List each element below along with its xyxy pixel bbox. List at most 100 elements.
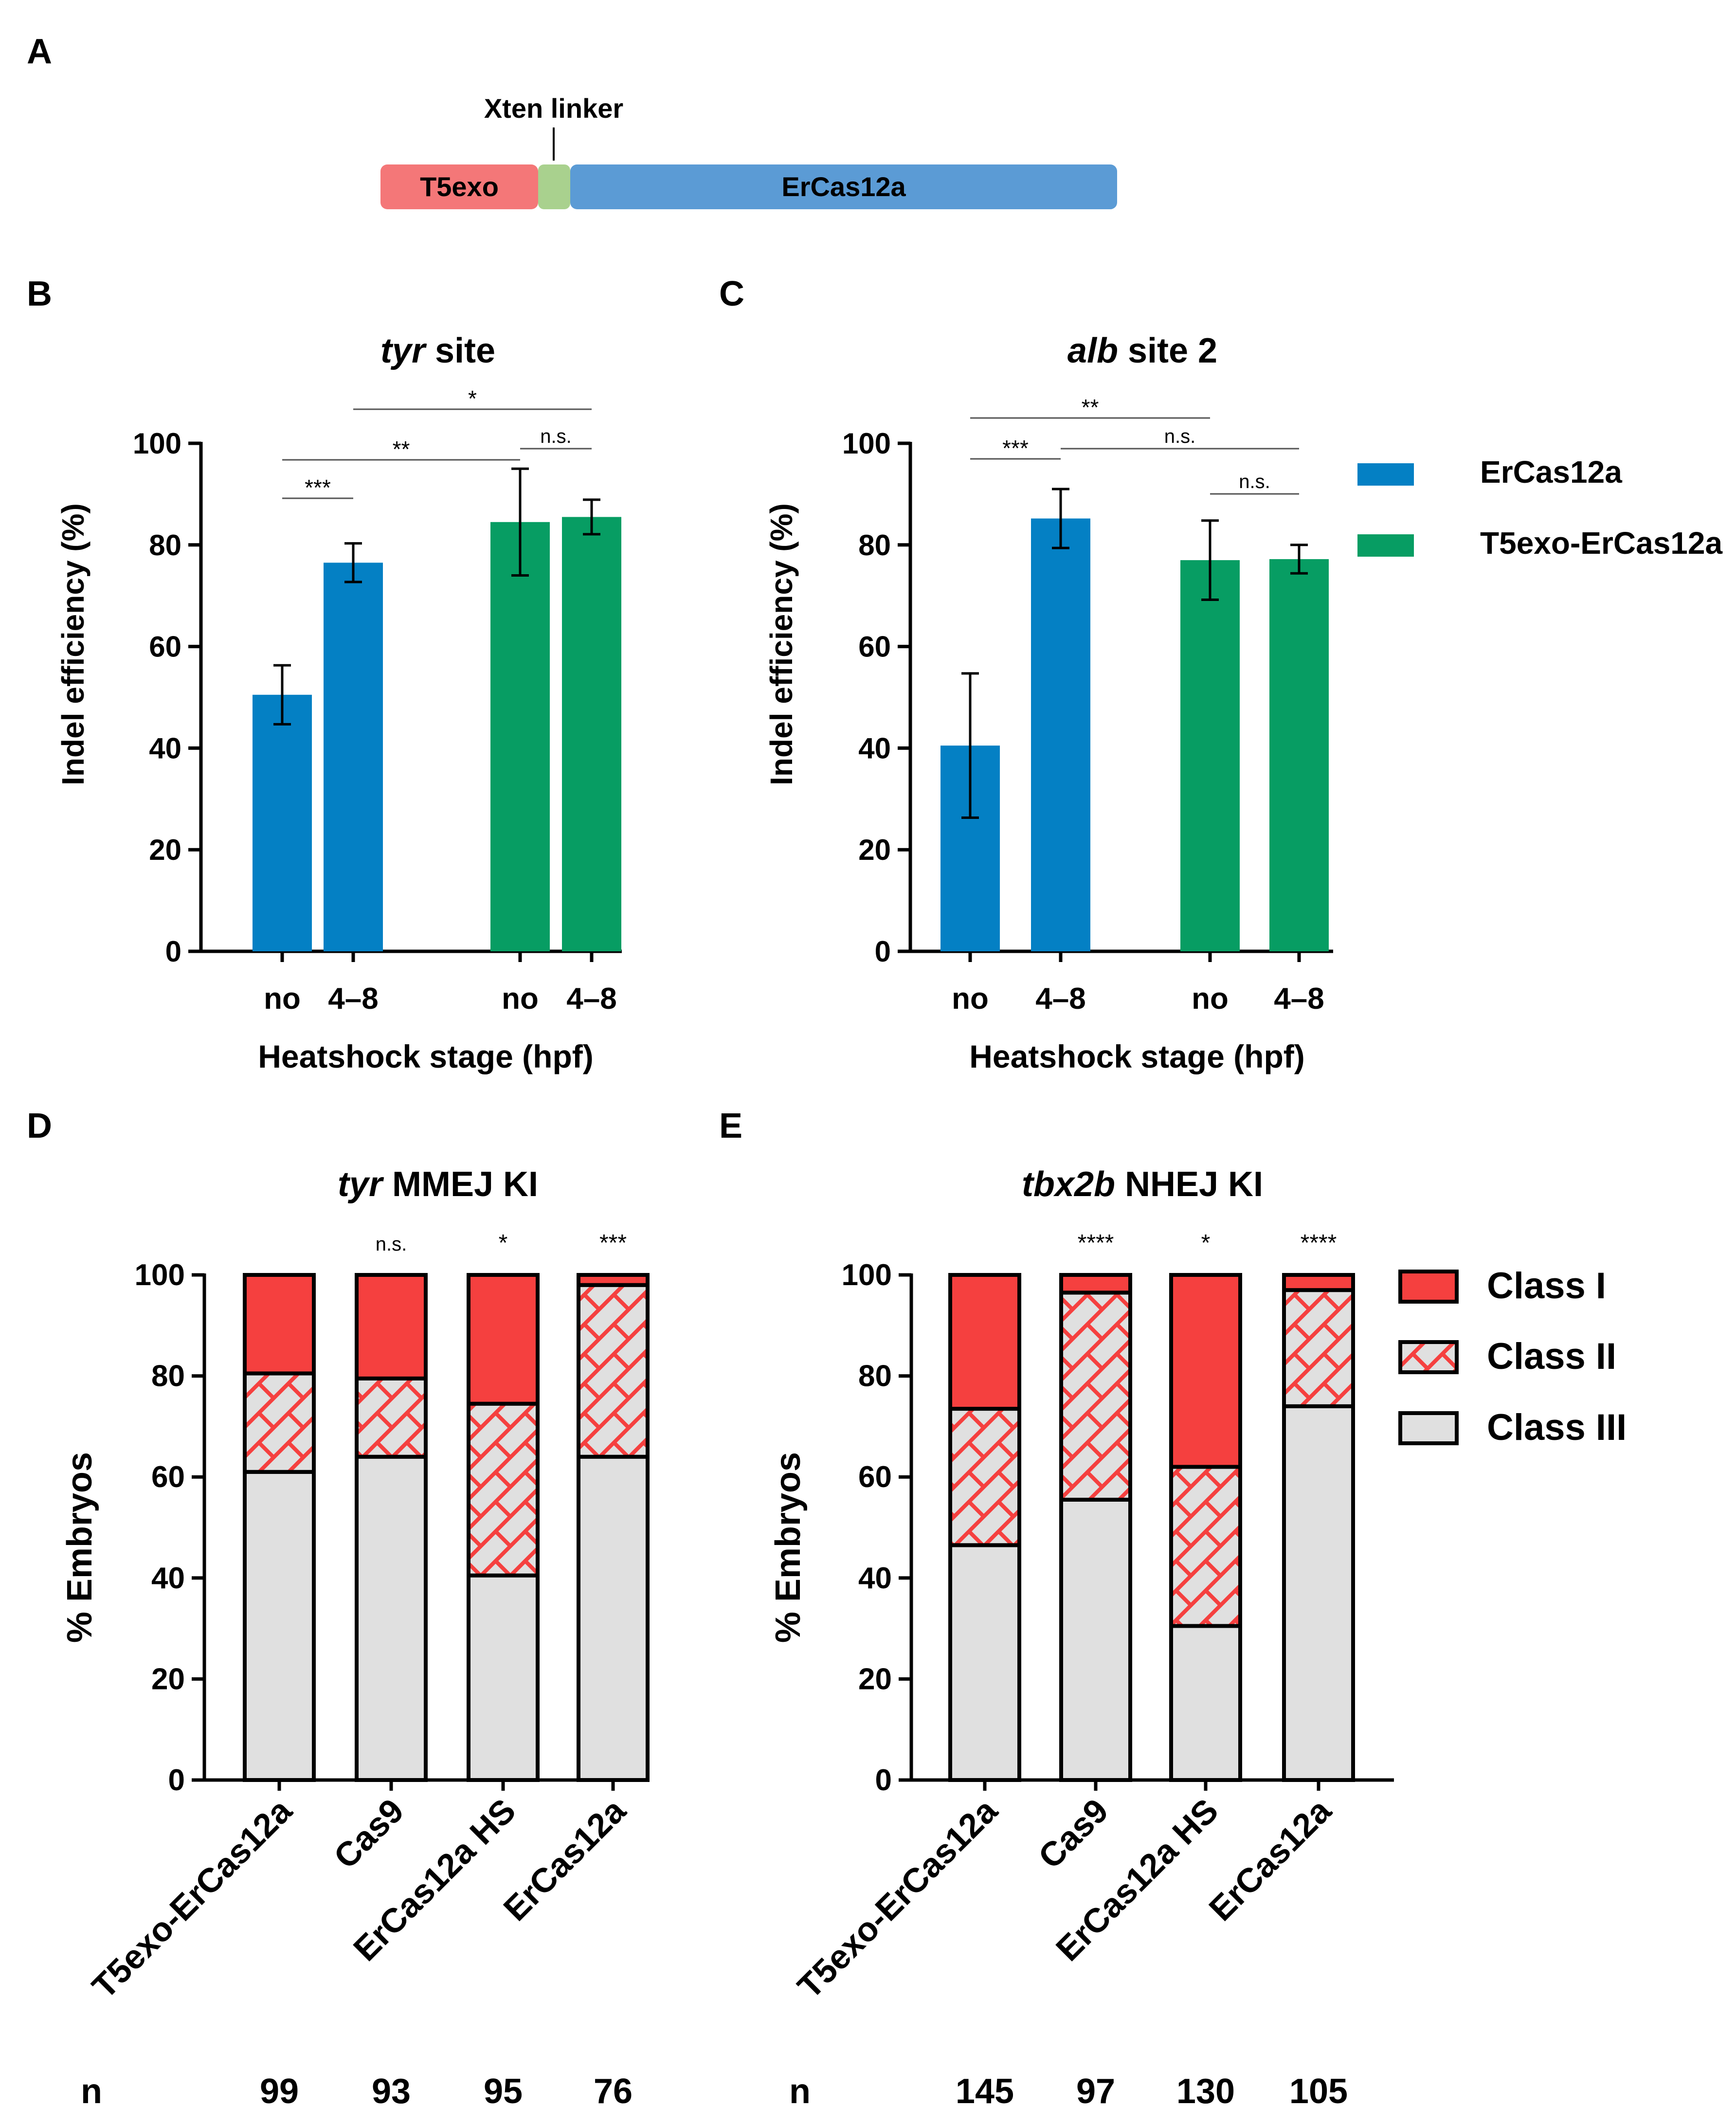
stacked-segment-class-ii	[1282, 1288, 1355, 1408]
stacked-segment-class-ii	[243, 1371, 316, 1474]
significance-label: n.s.	[1239, 471, 1270, 492]
significance-label: ****	[1078, 1230, 1114, 1256]
significance-label: ****	[1301, 1230, 1337, 1256]
n-label: n	[81, 2072, 102, 2111]
chart-title-italic: tyr	[338, 1165, 384, 1204]
y-tick-label: 100	[842, 427, 891, 460]
y-tick-label: 40	[151, 1562, 185, 1595]
y-axis-label: % Embryos	[769, 1452, 808, 1643]
n-value: 130	[1176, 2072, 1235, 2111]
bar	[1269, 559, 1329, 951]
chart-title: alb site 2	[1067, 331, 1217, 370]
stacked-segment-class-ii	[1169, 1465, 1242, 1628]
stacked-segment-class-i	[355, 1273, 428, 1381]
bar	[562, 517, 621, 951]
y-tick-label: 100	[135, 1258, 185, 1292]
legend-swatch-class-i	[1398, 1270, 1459, 1304]
y-tick-label: 20	[151, 1662, 185, 1696]
t5exo-domain-label: T5exo	[420, 171, 499, 202]
x-tick-label: T5exo-ErCas12a	[85, 1791, 299, 2006]
y-tick-label: 20	[149, 834, 181, 866]
chart-title-italic: tyr	[380, 331, 427, 370]
stacked-segment-class-iii	[467, 1573, 540, 1782]
legend-swatch-ercas12a	[1357, 463, 1414, 486]
significance-label: **	[393, 436, 410, 462]
y-tick-label: 80	[858, 1360, 892, 1393]
stacked-segment-class-iii	[1282, 1404, 1355, 1782]
x-tick-label: ErCas12a	[1202, 1791, 1339, 1928]
x-axis-label: Heatshock stage (hpf)	[258, 1038, 593, 1074]
bar	[1180, 560, 1240, 951]
x-tick-label: 4–8	[1274, 982, 1324, 1016]
y-axis-label: Indel efficiency (%)	[55, 503, 90, 785]
significance-label: n.s.	[376, 1234, 407, 1255]
significance-label: n.s.	[1164, 426, 1195, 447]
panel-letter-a: A	[27, 32, 52, 71]
panel-b-chart: B tyr site Indel efficiency (%) Heatshoc…	[27, 274, 622, 1074]
y-tick-label: 80	[858, 529, 891, 562]
legend-swatch-class-ii	[1398, 1340, 1459, 1374]
stacked-segment-class-i	[467, 1273, 540, 1406]
significance-label: ***	[599, 1230, 627, 1256]
xten-linker-box	[538, 164, 570, 209]
stacked-segment-class-ii	[577, 1283, 650, 1459]
x-tick-label: no	[952, 982, 989, 1016]
legend-label-ercas12a: ErCas12a	[1480, 454, 1622, 490]
x-axis-label: Heatshock stage (hpf)	[969, 1038, 1304, 1074]
bar	[253, 694, 312, 951]
n-value: 76	[594, 2072, 633, 2111]
stacked-segment-class-iii	[1059, 1497, 1132, 1782]
y-tick-label: 80	[151, 1360, 185, 1393]
y-tick-label: 60	[858, 631, 891, 663]
panel-letter-d: D	[27, 1107, 52, 1145]
x-tick-label: 4–8	[1035, 982, 1085, 1016]
significance-label: *	[468, 386, 477, 411]
panel-c-chart: C alb site 2 Indel efficiency (%) Heatsh…	[719, 274, 1333, 1074]
chart-title-rest: site 2	[1118, 331, 1217, 370]
chart-title: tyr site	[380, 331, 495, 370]
stacked-segment-class-i	[1169, 1273, 1242, 1469]
y-tick-label: 20	[858, 1662, 892, 1696]
y-tick-label: 0	[875, 1763, 892, 1797]
stacked-segment-class-iii	[948, 1543, 1021, 1782]
stacked-segment-class-iii	[1169, 1624, 1242, 1782]
y-tick-label: 40	[858, 1562, 892, 1595]
legend-label-class-i: Class I	[1487, 1265, 1606, 1307]
chart-title: tbx2b NHEJ KI	[1022, 1165, 1263, 1204]
chart-title-rest: MMEJ KI	[382, 1165, 538, 1204]
significance-label: ***	[1002, 436, 1029, 461]
stacked-segment-class-ii	[355, 1376, 428, 1459]
significance-label: n.s.	[540, 426, 571, 447]
stacked-segment-class-iii	[355, 1454, 428, 1782]
legend-de: Class I Class II Class III	[1398, 1265, 1627, 1448]
x-tick-label: Cas9	[1031, 1791, 1115, 1875]
panel-d-chart: D tyr MMEJ KI % Embryos n 0 20 40 60 80 100 T5…	[27, 1107, 650, 2111]
bar	[1031, 518, 1090, 951]
chart-title-rest: site	[425, 331, 495, 370]
legend-label-class-iii: Class III	[1487, 1407, 1627, 1448]
y-tick-label: 0	[875, 935, 891, 968]
y-tick-label: 100	[133, 427, 181, 460]
stacked-segment-class-i	[243, 1273, 316, 1376]
y-tick-label: 80	[149, 529, 181, 562]
legend-label-t5exo-ercas12a: T5exo-ErCas12a	[1480, 526, 1722, 561]
x-tick-label: 4–8	[566, 982, 616, 1016]
panel-letter-c: C	[719, 274, 744, 313]
bar	[490, 522, 550, 951]
chart-title-italic: alb	[1067, 331, 1118, 370]
y-axis-label: % Embryos	[60, 1452, 99, 1643]
n-value: 99	[260, 2072, 299, 2111]
stacked-segment-class-ii	[948, 1407, 1021, 1547]
stacked-segment-class-i	[577, 1273, 650, 1287]
x-tick-label: no	[502, 982, 539, 1016]
stacked-segment-class-ii	[467, 1401, 540, 1578]
n-value: 105	[1289, 2072, 1348, 2111]
ercas12a-domain-box	[570, 164, 1117, 209]
n-value: 95	[484, 2072, 523, 2111]
n-value: 93	[372, 2072, 411, 2111]
chart-title-italic: tbx2b	[1022, 1165, 1115, 1204]
x-tick-label: T5exo-ErCas12a	[790, 1791, 1005, 2006]
panel-letter-b: B	[27, 274, 52, 313]
y-tick-label: 60	[858, 1460, 892, 1494]
